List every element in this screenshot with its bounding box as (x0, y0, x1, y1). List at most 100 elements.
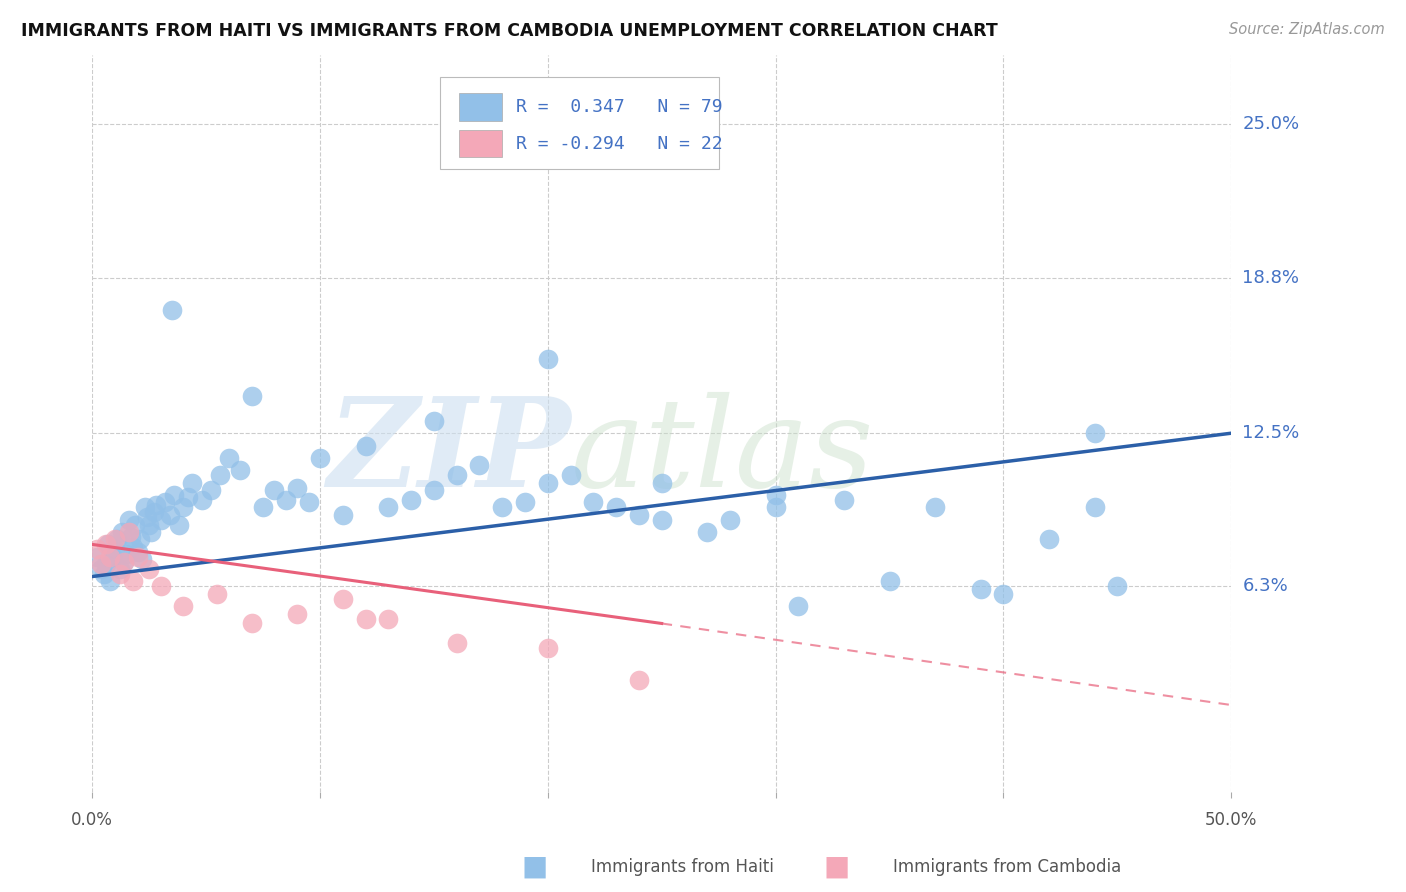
Point (252, 500, 274, 515)
Point (138, 562, 160, 576)
Point (274, 492, 297, 507)
Point (105, 533, 128, 547)
Point (605, 500, 627, 515)
Point (765, 488, 787, 502)
Point (537, 641, 560, 656)
Point (240, 389, 263, 403)
FancyBboxPatch shape (440, 78, 718, 169)
Point (181, 475, 204, 490)
Point (696, 524, 718, 539)
Text: IMMIGRANTS FROM HAITI VS IMMIGRANTS FROM CAMBODIA UNEMPLOYMENT CORRELATION CHART: IMMIGRANTS FROM HAITI VS IMMIGRANTS FROM… (21, 22, 998, 40)
Text: 25.0%: 25.0% (1243, 115, 1299, 133)
Text: 12.5%: 12.5% (1243, 425, 1299, 442)
Point (104, 533, 127, 547)
Point (94, 537, 117, 551)
Text: Immigrants from Haiti: Immigrants from Haiti (591, 858, 773, 876)
Point (124, 517, 146, 532)
Text: ■: ■ (824, 853, 849, 881)
Point (120, 530, 142, 544)
Point (160, 302, 183, 317)
Point (787, 599, 810, 614)
Point (627, 508, 650, 522)
Point (117, 524, 139, 539)
Point (127, 549, 149, 564)
Text: atlas: atlas (571, 392, 875, 514)
Point (122, 574, 145, 589)
Point (131, 552, 153, 566)
Point (172, 500, 194, 515)
Point (285, 481, 308, 495)
Point (149, 513, 172, 527)
Point (200, 483, 222, 497)
Point (993, 587, 1015, 601)
Text: Immigrants from Cambodia: Immigrants from Cambodia (893, 858, 1121, 876)
Text: ZIP: ZIP (326, 392, 571, 514)
Point (129, 533, 152, 547)
Text: 50.0%: 50.0% (1205, 811, 1257, 830)
Point (149, 579, 172, 593)
Point (112, 555, 135, 569)
Point (207, 587, 229, 601)
Point (90, 562, 112, 576)
Point (718, 513, 741, 527)
Point (177, 491, 200, 505)
Text: 18.8%: 18.8% (1243, 268, 1299, 286)
Point (651, 513, 673, 527)
Point (560, 468, 582, 483)
Point (163, 488, 186, 502)
Point (513, 495, 536, 509)
Point (285, 607, 308, 621)
Point (263, 483, 285, 497)
Point (1107, 579, 1129, 593)
Point (153, 495, 176, 509)
Point (101, 549, 124, 564)
Point (879, 574, 901, 589)
Point (100, 549, 122, 564)
Point (94, 557, 117, 571)
Point (167, 517, 190, 532)
Point (491, 500, 513, 515)
Point (122, 540, 145, 554)
Point (332, 591, 354, 606)
Point (145, 498, 167, 512)
Point (141, 524, 163, 539)
Point (468, 458, 491, 473)
Point (537, 475, 560, 490)
Point (354, 611, 377, 625)
Point (138, 517, 160, 532)
Point (377, 500, 399, 515)
Point (969, 582, 991, 596)
Point (423, 414, 446, 428)
Point (108, 567, 131, 582)
Point (297, 495, 319, 509)
Text: 6.3%: 6.3% (1243, 577, 1288, 595)
Point (112, 555, 135, 569)
Point (190, 492, 212, 507)
Point (446, 636, 468, 650)
Point (240, 616, 263, 631)
Point (100, 574, 122, 589)
Text: ■: ■ (522, 853, 547, 881)
Point (86, 549, 108, 564)
Point (1083, 500, 1105, 515)
Point (651, 475, 673, 490)
Bar (458, 93, 502, 120)
Point (208, 468, 231, 483)
Point (765, 500, 787, 515)
Point (1083, 426, 1105, 441)
Point (115, 547, 138, 561)
Text: 0.0%: 0.0% (72, 811, 112, 830)
Point (159, 508, 181, 522)
Point (1038, 533, 1060, 547)
Point (537, 352, 560, 367)
Point (117, 513, 139, 527)
Point (582, 495, 605, 509)
Point (172, 599, 194, 614)
Point (142, 505, 165, 519)
Point (93, 567, 115, 582)
Point (134, 500, 156, 515)
Bar (458, 129, 502, 158)
Point (924, 500, 946, 515)
Point (229, 463, 252, 477)
Point (377, 611, 399, 625)
